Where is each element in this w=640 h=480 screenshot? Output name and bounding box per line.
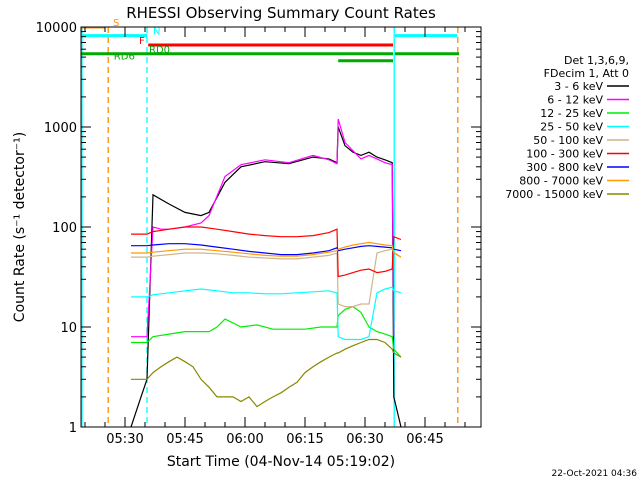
x-tick-label-1: 05:45 [166, 432, 203, 447]
legend-entry-0: 3 - 6 keV [554, 80, 629, 93]
legend-label-6: 300 - 800 keV [526, 161, 603, 174]
legend-label-3: 25 - 50 keV [540, 121, 603, 134]
legend-label-4: 50 - 100 keV [533, 134, 603, 147]
x-tick-label-2: 06:00 [226, 432, 263, 447]
legend-label-2: 12 - 25 keV [540, 107, 603, 120]
x-axis-label: Start Time (04-Nov-14 05:19:02) [167, 454, 395, 470]
flag-label-4: RD6 [114, 52, 135, 63]
x-tick-label-5: 06:45 [406, 432, 443, 447]
x-axis: 05:30 05:45 06:00 06:15 06:30 06:45 [84, 27, 466, 447]
legend-entry-5: 100 - 300 keV [526, 148, 629, 161]
x-tick-label-3: 06:15 [286, 432, 323, 447]
legend-entry-2: 12 - 25 keV [540, 107, 629, 120]
series-line-2 [131, 305, 402, 358]
flag-label-1: N [153, 27, 160, 38]
series-line-6 [131, 243, 402, 256]
y-tick-label-0: 1 [69, 421, 77, 436]
y-tick-label-1: 10 [60, 321, 77, 336]
y-tick-label-4: 10000 [36, 21, 77, 36]
series-line-7 [131, 241, 402, 258]
legend-label-1: 6 - 12 keV [547, 94, 603, 107]
x-tick-label-4: 06:30 [346, 432, 383, 447]
legend-entry-7: 800 - 7000 keV [519, 175, 629, 188]
legend-label-8: 7000 - 15000 keV [505, 188, 603, 201]
series-line-3 [131, 286, 402, 341]
legend-entry-8: 7000 - 15000 keV [505, 188, 629, 201]
y-axis-label: Count Rate (s⁻¹ detector⁻¹) [12, 132, 28, 322]
x-tick-label-0: 05:30 [106, 432, 143, 447]
legend-label-7: 800 - 7000 keV [519, 175, 603, 188]
chart-title: RHESSI Observing Summary Count Rates [126, 4, 436, 22]
legend-entry-3: 25 - 50 keV [540, 121, 629, 134]
legend-label-5: 100 - 300 keV [526, 148, 603, 161]
flag-label-2: F [139, 36, 145, 47]
series-line-8 [131, 338, 402, 408]
flag-label-0: S [113, 18, 119, 29]
plot-area: S NF RD0 RD6 [81, 18, 459, 427]
timestamp: 22-Oct-2021 04:36 [552, 469, 638, 479]
y-tick-label-2: 100 [52, 221, 77, 236]
legend-entry-6: 300 - 800 keV [526, 161, 629, 174]
legend-label-0: 3 - 6 keV [554, 80, 603, 93]
series-line-4 [131, 248, 402, 308]
y-axis: 1 10 100 1000 10000 [36, 21, 481, 436]
legend-entry-1: 6 - 12 keV [547, 94, 629, 107]
y-tick-label-3: 1000 [44, 121, 77, 136]
legend-header-1: FDecim 1, Att 0 [544, 67, 629, 80]
legend-header-0: Det 1,3,6,9, [564, 54, 629, 67]
flag-label-3: RD0 [149, 45, 170, 56]
legend-entry-4: 50 - 100 keV [533, 134, 629, 147]
series-line-5 [131, 226, 402, 278]
series-line-0 [130, 126, 402, 427]
